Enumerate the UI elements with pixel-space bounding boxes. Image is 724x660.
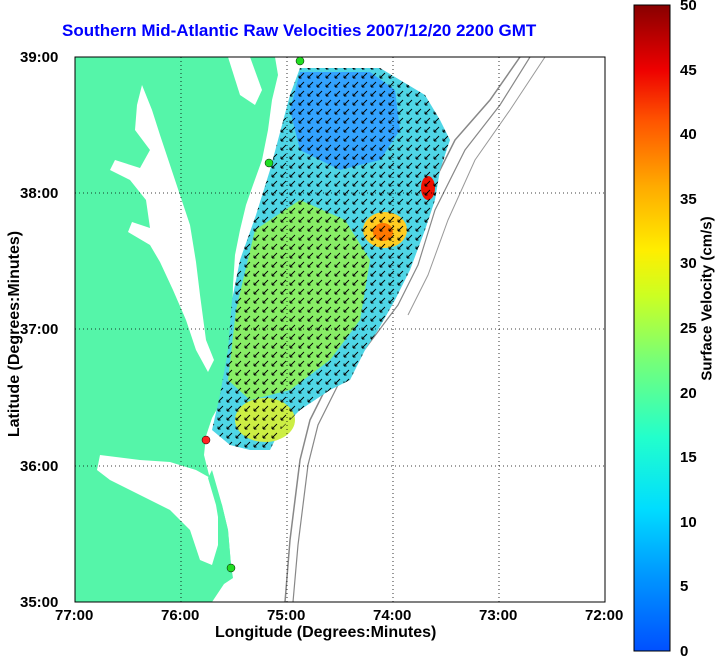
bathymetry-contour-3	[407, 57, 546, 316]
x-tick-label: 72:00	[585, 607, 624, 624]
colorbar-tick-label: 15	[680, 449, 697, 466]
colorbar	[633, 4, 671, 652]
station-marker-green	[264, 158, 274, 168]
colorbar-tick-label: 45	[680, 62, 697, 79]
y-tick-label: 38:00	[20, 185, 59, 202]
x-tick-label: 73:00	[479, 607, 518, 624]
y-tick-label: 39:00	[20, 49, 59, 66]
map-title: Southern Mid-Atlantic Raw Velocities 200…	[62, 21, 537, 40]
x-tick-label: 77:00	[55, 607, 94, 624]
station-marker-red	[201, 435, 211, 445]
pamlico-sound	[97, 455, 218, 565]
y-tick-label: 36:00	[20, 458, 59, 475]
colorbar-tick-label: 20	[680, 385, 697, 402]
delaware-bay	[228, 57, 262, 105]
colorbar-tick-label: 30	[680, 255, 697, 272]
station-marker-green	[295, 56, 305, 66]
x-tick-label: 74:00	[373, 607, 412, 624]
plot-frame	[74, 56, 606, 603]
colorbar-tick-label: 5	[680, 578, 689, 595]
x-tick-label: 76:00	[161, 607, 200, 624]
grid-lines	[75, 57, 605, 602]
x-axis-label: Longitude (Degrees:Minutes)	[215, 624, 437, 641]
colorbar-tick-label: 10	[680, 514, 697, 531]
colorbar-tick-label: 35	[680, 191, 697, 208]
colorbar-label: Surface Velocity (cm/s)	[698, 216, 716, 381]
velocity-vectors	[212, 68, 450, 450]
chesapeake-bay	[110, 85, 214, 372]
colorbar-tick-label: 50	[680, 0, 697, 14]
y-tick-label: 35:00	[20, 594, 59, 611]
x-tick-label: 75:00	[267, 607, 306, 624]
colorbar-tick-label: 40	[680, 126, 697, 143]
outer-banks	[208, 470, 231, 570]
colorbar-tick-label: 0	[680, 643, 689, 660]
colorbar-tick-label: 25	[680, 320, 697, 337]
y-tick-label: 37:00	[20, 321, 59, 338]
y-axis-label: Latitude (Degrees:Minutes)	[6, 230, 23, 438]
station-marker-green	[226, 563, 236, 573]
